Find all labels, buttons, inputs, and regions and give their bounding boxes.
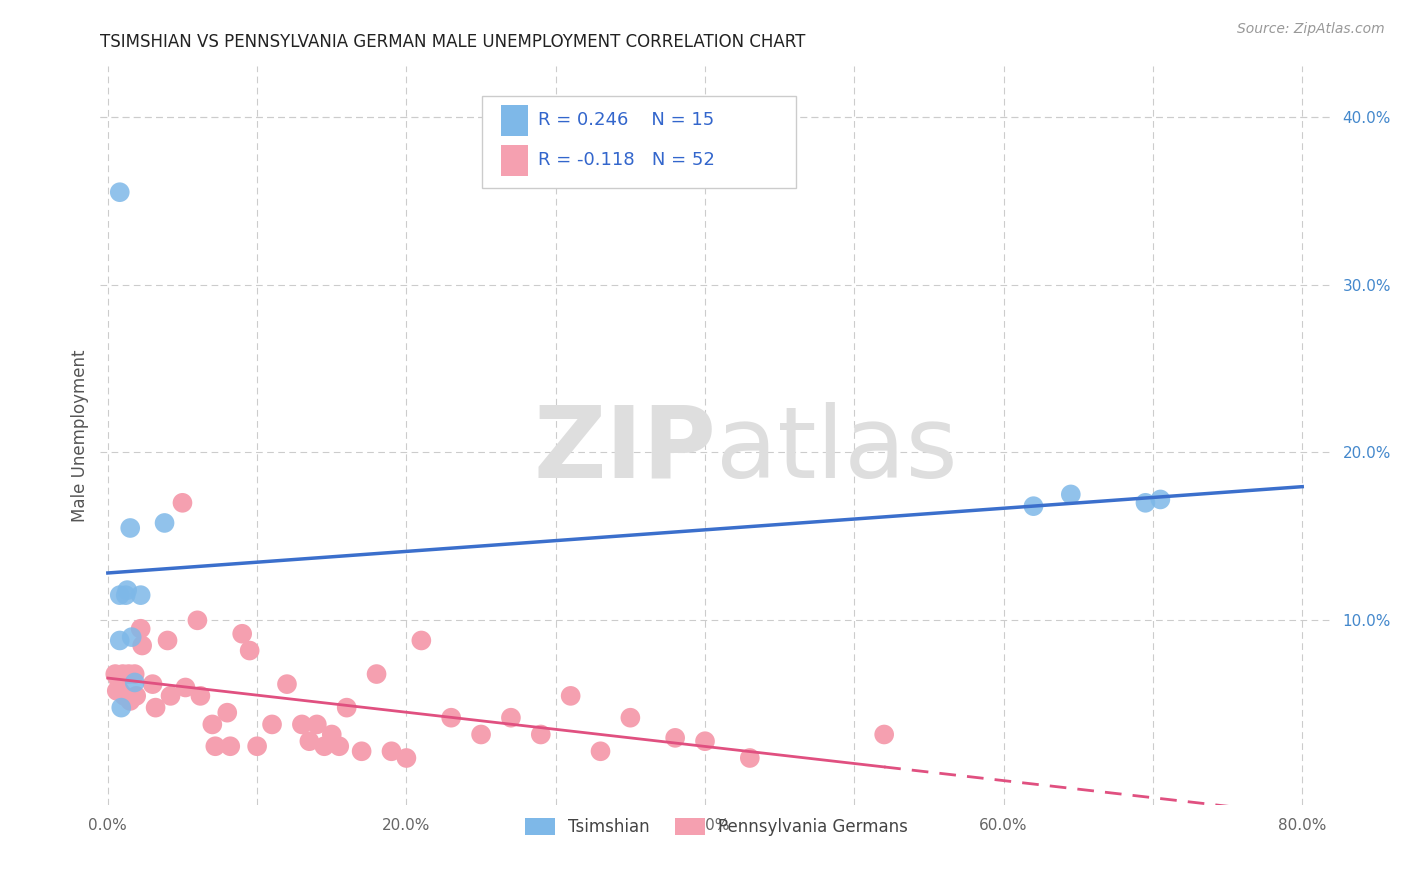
- Point: [125, 689, 148, 703]
- Point: [131, 639, 153, 653]
- Point: [124, 675, 146, 690]
- Text: R = -0.118   N = 52: R = -0.118 N = 52: [537, 151, 714, 169]
- Point: [110, 700, 132, 714]
- Text: atlas: atlas: [716, 402, 957, 499]
- Point: [219, 739, 242, 754]
- Point: [107, 672, 129, 686]
- Point: [204, 739, 226, 754]
- Point: [305, 717, 328, 731]
- Point: [291, 717, 314, 731]
- Point: [115, 583, 138, 598]
- Point: [114, 588, 136, 602]
- Point: [108, 588, 131, 602]
- Point: [108, 633, 131, 648]
- Point: [108, 683, 131, 698]
- Point: [321, 727, 343, 741]
- Point: [1149, 492, 1171, 507]
- Point: [121, 630, 143, 644]
- Point: [395, 751, 418, 765]
- Point: [298, 734, 321, 748]
- Text: TSIMSHIAN VS PENNSYLVANIA GERMAN MALE UNEMPLOYMENT CORRELATION CHART: TSIMSHIAN VS PENNSYLVANIA GERMAN MALE UN…: [100, 33, 806, 51]
- Text: ZIP: ZIP: [533, 402, 716, 499]
- Point: [366, 667, 388, 681]
- Point: [153, 516, 176, 530]
- Point: [217, 706, 239, 720]
- Point: [1060, 487, 1083, 501]
- Point: [693, 734, 716, 748]
- Point: [1022, 499, 1045, 513]
- Point: [738, 751, 761, 765]
- Point: [201, 717, 224, 731]
- Point: [440, 711, 463, 725]
- Point: [560, 689, 582, 703]
- Point: [239, 643, 262, 657]
- Point: [411, 633, 433, 648]
- Point: [124, 667, 146, 681]
- Point: [530, 727, 553, 741]
- Legend: Tsimshian, Pennsylvania Germans: Tsimshian, Pennsylvania Germans: [516, 810, 917, 845]
- Point: [873, 727, 896, 741]
- Point: [120, 521, 142, 535]
- Point: [246, 739, 269, 754]
- Point: [118, 667, 141, 681]
- Point: [328, 739, 350, 754]
- Point: [159, 689, 181, 703]
- Point: [589, 744, 612, 758]
- Point: [145, 700, 167, 714]
- FancyBboxPatch shape: [501, 145, 527, 176]
- Point: [350, 744, 373, 758]
- Point: [156, 633, 179, 648]
- Point: [105, 683, 128, 698]
- Point: [336, 700, 359, 714]
- Point: [260, 717, 283, 731]
- Point: [111, 667, 134, 681]
- Point: [174, 681, 197, 695]
- Point: [619, 711, 641, 725]
- Point: [380, 744, 402, 758]
- Point: [499, 711, 522, 725]
- Point: [186, 613, 208, 627]
- Text: Source: ZipAtlas.com: Source: ZipAtlas.com: [1237, 22, 1385, 37]
- Point: [112, 689, 135, 703]
- Point: [129, 588, 152, 602]
- Point: [190, 689, 212, 703]
- Point: [108, 185, 131, 199]
- FancyBboxPatch shape: [482, 95, 796, 188]
- Text: R = 0.246    N = 15: R = 0.246 N = 15: [537, 112, 714, 129]
- Point: [470, 727, 492, 741]
- Point: [1135, 496, 1157, 510]
- FancyBboxPatch shape: [501, 104, 527, 136]
- Point: [142, 677, 165, 691]
- Point: [314, 739, 336, 754]
- Y-axis label: Male Unemployment: Male Unemployment: [72, 350, 89, 522]
- Point: [104, 667, 127, 681]
- Point: [120, 694, 142, 708]
- Point: [231, 626, 253, 640]
- Point: [129, 622, 152, 636]
- Point: [276, 677, 298, 691]
- Point: [172, 496, 194, 510]
- Point: [664, 731, 686, 745]
